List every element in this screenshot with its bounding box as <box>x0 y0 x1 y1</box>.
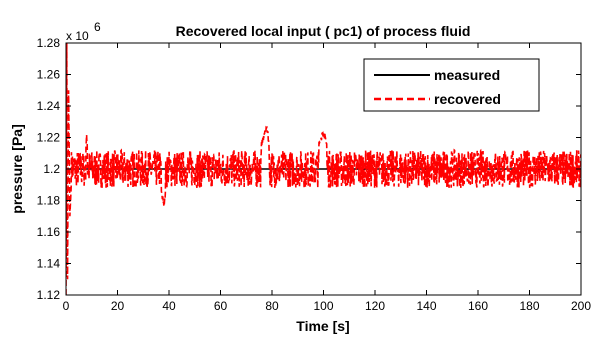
x-tick-label: 160 <box>468 299 488 313</box>
x-tick-label: 0 <box>63 299 70 313</box>
x-tick-label: 140 <box>416 299 436 313</box>
y-tick-label: 1.16 <box>37 225 61 239</box>
legend-label-recovered: recovered <box>434 91 501 107</box>
x-tick-label: 40 <box>162 299 176 313</box>
x-tick-label: 20 <box>111 299 125 313</box>
chart-title: Recovered local input ( pc1) of process … <box>176 23 471 39</box>
y-tick-label: 1.2 <box>43 162 60 176</box>
series-line-recovered <box>66 43 581 295</box>
y-axis-label: pressure [Pa] <box>9 124 25 213</box>
legend: measured recovered <box>363 58 540 112</box>
y-tick-label: 1.18 <box>37 194 61 208</box>
x-tick-label: 120 <box>365 299 385 313</box>
legend-label-measured: measured <box>434 67 500 83</box>
x-tick-label: 80 <box>265 299 279 313</box>
y-tick-label: 1.22 <box>37 131 61 145</box>
y-tick-label: 1.14 <box>37 257 61 271</box>
y-tick-label: 1.26 <box>37 68 61 82</box>
y-tick-label: 1.28 <box>37 36 61 50</box>
y-tick-label: 1.24 <box>37 99 61 113</box>
legend-box <box>363 58 540 112</box>
y-tick-label: 1.12 <box>37 288 61 302</box>
y-multiplier-exponent: 6 <box>94 20 101 34</box>
x-tick-label: 200 <box>571 299 591 313</box>
x-axis-label: Time [s] <box>296 318 349 334</box>
y-multiplier-base: x 10 <box>66 29 89 43</box>
x-tick-label: 60 <box>214 299 228 313</box>
x-tick-label: 180 <box>519 299 539 313</box>
x-tick-label: 100 <box>313 299 333 313</box>
